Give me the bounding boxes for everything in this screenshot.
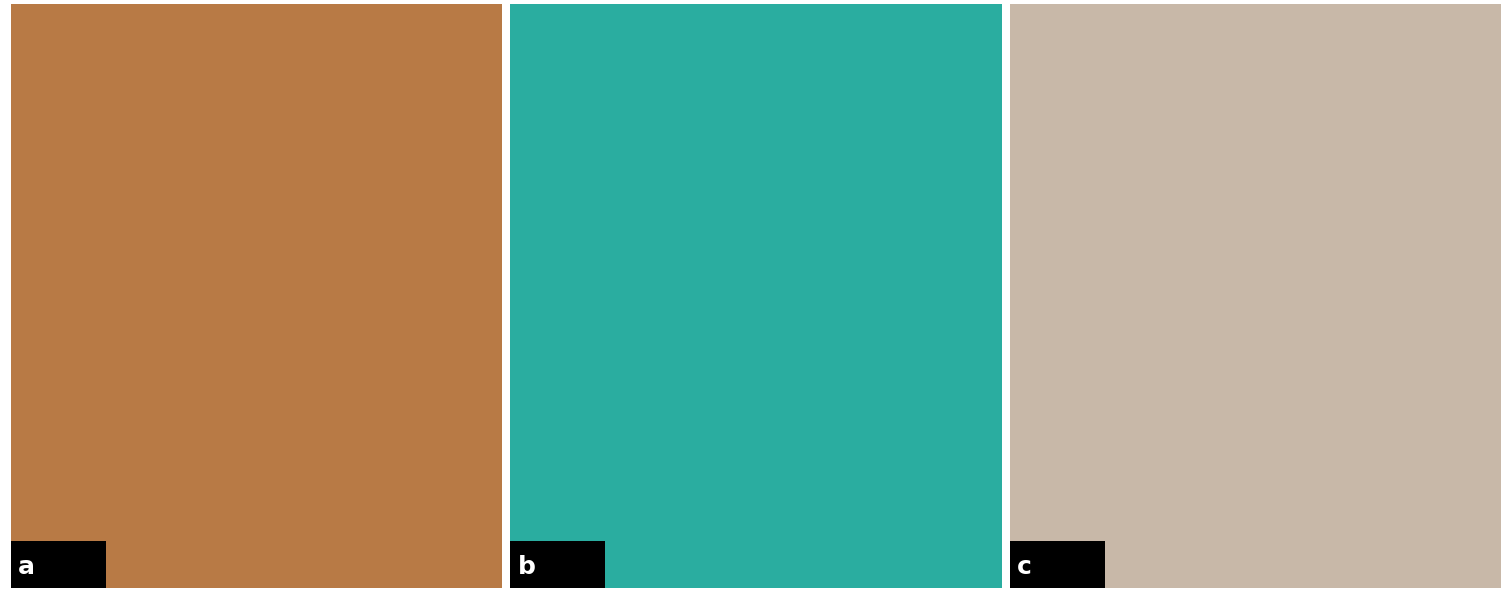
Text: a: a xyxy=(18,555,35,579)
Text: b: b xyxy=(517,555,535,579)
Bar xyxy=(1010,541,1105,588)
Bar xyxy=(510,541,605,588)
Bar xyxy=(11,541,106,588)
Text: c: c xyxy=(1018,555,1031,579)
